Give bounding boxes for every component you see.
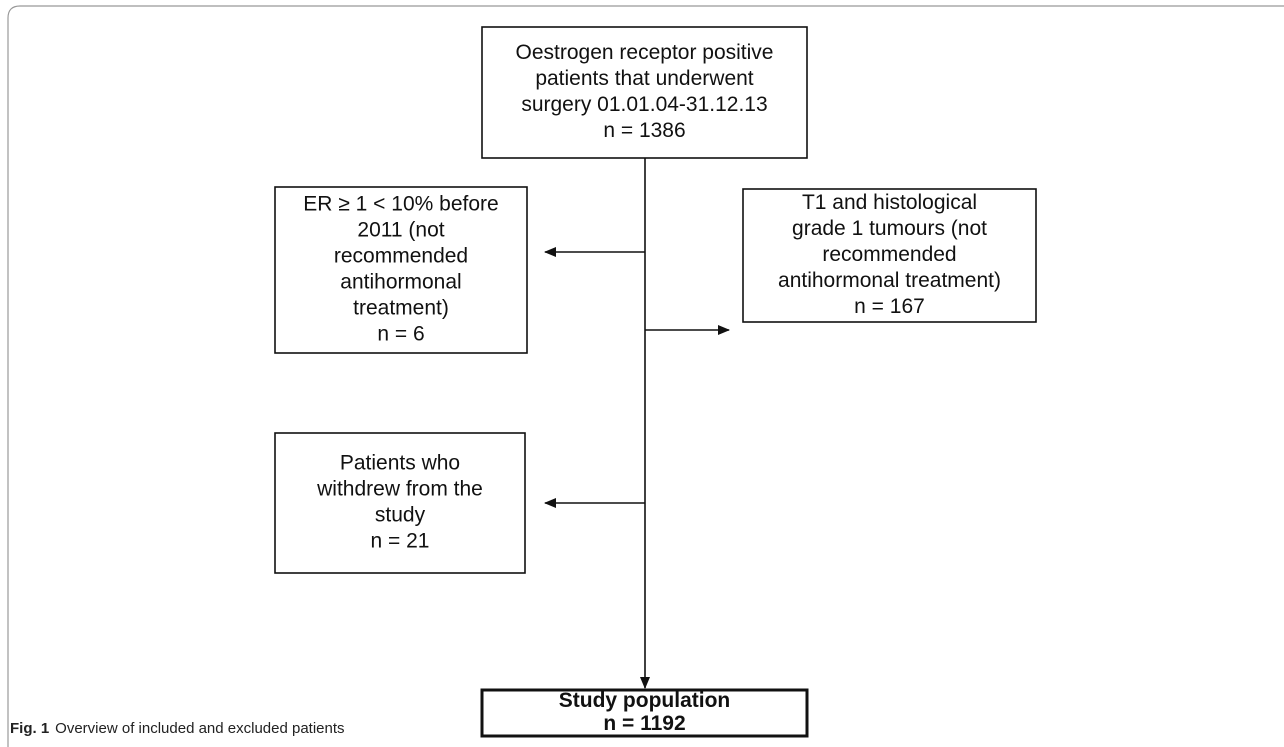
node-line: ER ≥ 1 < 10% before <box>303 193 498 216</box>
node-line: n = 6 <box>377 323 424 346</box>
node-box <box>274 186 528 354</box>
nodes: Oestrogen receptor positive patients that… <box>274 26 1037 738</box>
node-line: Oestrogen receptor positive <box>516 41 774 64</box>
connectors <box>544 158 730 689</box>
node: T1 and histological grade 1 tumours (not r… <box>742 188 1037 323</box>
node-line: n = 21 <box>371 530 430 553</box>
node-line: withdrew from the <box>316 478 483 501</box>
frame <box>7 5 1284 747</box>
node: Patients who withdrew from the study n = 21 <box>274 432 526 574</box>
node-line: recommended <box>334 245 468 268</box>
node-line: recommended <box>822 243 956 266</box>
node-line: n = 167 <box>854 295 925 318</box>
node-box <box>480 688 809 738</box>
caption-text: Overview of included and excluded patien… <box>55 720 344 737</box>
node-line: Study population <box>559 689 730 712</box>
node-line: antihormonal <box>340 271 461 294</box>
node-box <box>274 432 526 574</box>
node-box <box>742 188 1037 323</box>
node-line: grade 1 tumours (not <box>792 217 987 240</box>
node-line: study <box>375 504 426 527</box>
node-line: patients that underwent <box>535 67 753 90</box>
caption: Fig. 1 Overview of included and excluded … <box>10 720 345 737</box>
caption-label: Fig. 1 <box>10 720 49 737</box>
node-line: surgery 01.01.04-31.12.13 <box>521 93 767 116</box>
node-line: n = 1192 <box>603 712 685 735</box>
node-box <box>481 26 808 159</box>
node: Oestrogen receptor positive patients that… <box>481 26 808 159</box>
node-line: Patients who <box>340 452 460 475</box>
node-line: antihormonal treatment) <box>778 269 1001 292</box>
node: ER ≥ 1 < 10% before 2011 (not recommended a… <box>274 186 528 354</box>
node-line: n = 1386 <box>603 119 685 142</box>
node-line: T1 and histological <box>802 191 977 214</box>
node-line: 2011 (not <box>357 219 444 242</box>
node-line: treatment) <box>353 297 449 320</box>
